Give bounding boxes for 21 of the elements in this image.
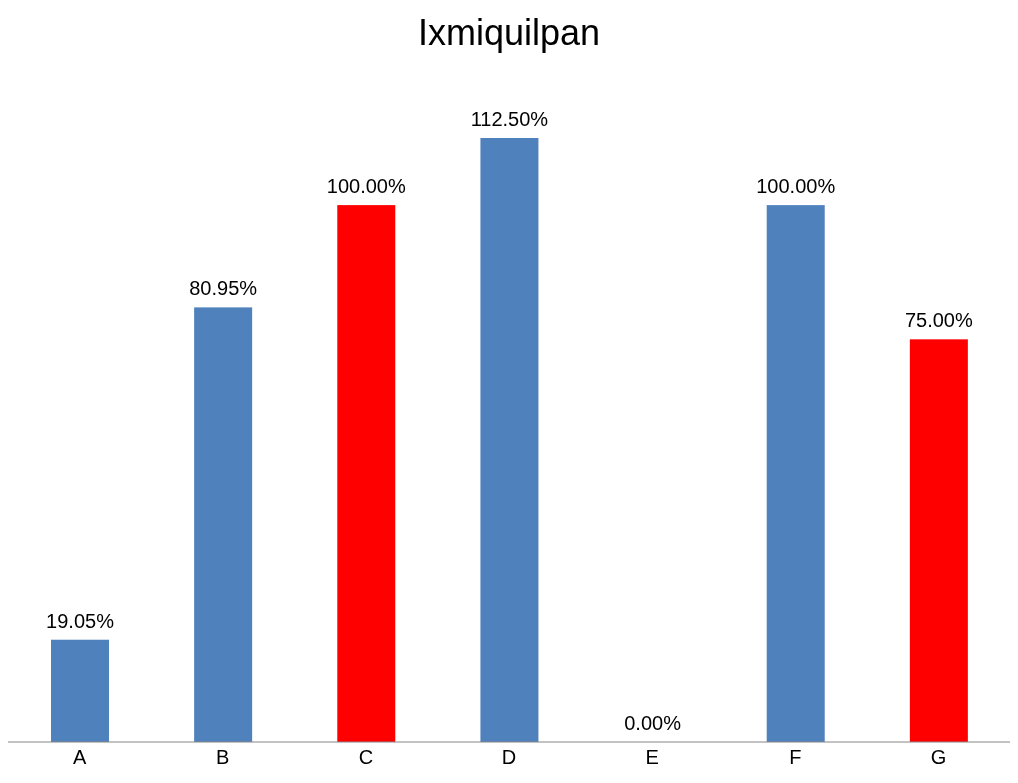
bar [480, 138, 539, 742]
data-label: 75.00% [904, 309, 973, 332]
x-tick-label: E [645, 746, 659, 769]
x-tick-label: B [216, 746, 230, 769]
data-label: 112.50% [470, 108, 549, 130]
bar [194, 307, 253, 742]
x-tick-label: A [72, 746, 87, 769]
data-label: 19.05% [46, 609, 115, 632]
bar [51, 639, 109, 742]
data-label: 80.95% [189, 277, 258, 300]
data-label: 100.00% [326, 175, 406, 198]
bar [337, 205, 396, 742]
x-tick-label: F [789, 746, 802, 769]
chart-title: Ixmiquilpan [416, 11, 602, 55]
bar [766, 205, 825, 742]
data-label: 100.00% [756, 175, 836, 198]
x-tick-label: D [501, 746, 517, 769]
data-label: 0.00% [624, 712, 682, 734]
x-tick-label: G [930, 746, 947, 769]
bar [909, 339, 968, 742]
x-tick-label: C [358, 746, 374, 769]
